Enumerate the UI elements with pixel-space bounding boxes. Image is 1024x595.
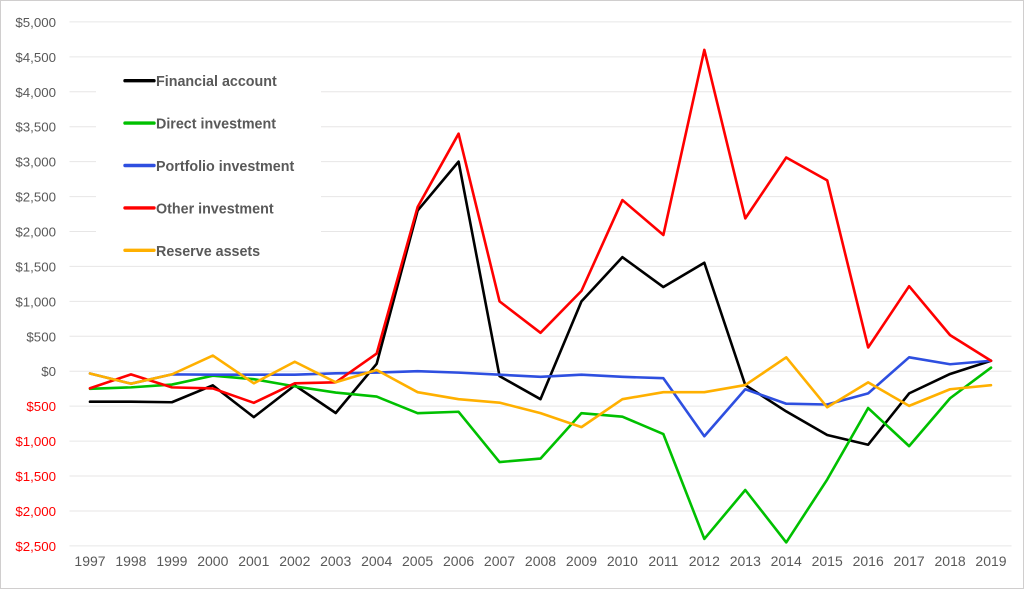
svg-text:Financial account: Financial account xyxy=(156,74,277,90)
svg-text:$3,500: $3,500 xyxy=(15,120,56,135)
svg-text:Direct investment: Direct investment xyxy=(156,117,276,133)
svg-text:$2,000: $2,000 xyxy=(15,225,56,240)
svg-text:2016: 2016 xyxy=(853,553,884,569)
svg-text:$500: $500 xyxy=(26,329,56,344)
svg-text:2014: 2014 xyxy=(771,553,802,569)
svg-text:2019: 2019 xyxy=(975,553,1006,569)
svg-text:2001: 2001 xyxy=(238,553,269,569)
svg-text:2015: 2015 xyxy=(812,553,843,569)
svg-text:$1,000: $1,000 xyxy=(15,434,56,449)
svg-text:$2,500: $2,500 xyxy=(15,190,56,205)
svg-text:$2,500: $2,500 xyxy=(15,539,56,554)
svg-text:2012: 2012 xyxy=(689,553,720,569)
svg-text:$1,000: $1,000 xyxy=(15,294,56,309)
svg-text:$500: $500 xyxy=(26,399,56,414)
svg-text:2009: 2009 xyxy=(566,553,597,569)
svg-text:1998: 1998 xyxy=(115,553,146,569)
svg-text:2013: 2013 xyxy=(730,553,761,569)
svg-text:2003: 2003 xyxy=(320,553,351,569)
svg-text:1997: 1997 xyxy=(74,553,105,569)
svg-text:2006: 2006 xyxy=(443,553,474,569)
svg-text:$1,500: $1,500 xyxy=(15,259,56,274)
svg-text:$4,500: $4,500 xyxy=(15,50,56,65)
svg-text:2010: 2010 xyxy=(607,553,638,569)
svg-text:2008: 2008 xyxy=(525,553,556,569)
svg-text:$1,500: $1,500 xyxy=(15,469,56,484)
svg-text:Other investment: Other investment xyxy=(156,201,274,217)
svg-text:2017: 2017 xyxy=(894,553,925,569)
svg-text:2004: 2004 xyxy=(361,553,392,569)
svg-text:2000: 2000 xyxy=(197,553,228,569)
svg-text:$5,000: $5,000 xyxy=(15,15,56,30)
svg-text:$3,000: $3,000 xyxy=(15,155,56,170)
svg-text:Reserve assets: Reserve assets xyxy=(156,244,260,260)
svg-text:2011: 2011 xyxy=(648,553,678,569)
svg-text:1999: 1999 xyxy=(156,553,187,569)
svg-text:$0: $0 xyxy=(41,364,56,379)
svg-text:Portfolio investment: Portfolio investment xyxy=(156,159,294,175)
svg-text:2018: 2018 xyxy=(935,553,966,569)
svg-text:$4,000: $4,000 xyxy=(15,85,56,100)
svg-text:2007: 2007 xyxy=(484,553,515,569)
svg-text:2002: 2002 xyxy=(279,553,310,569)
svg-text:$2,000: $2,000 xyxy=(15,504,56,519)
svg-text:2005: 2005 xyxy=(402,553,433,569)
